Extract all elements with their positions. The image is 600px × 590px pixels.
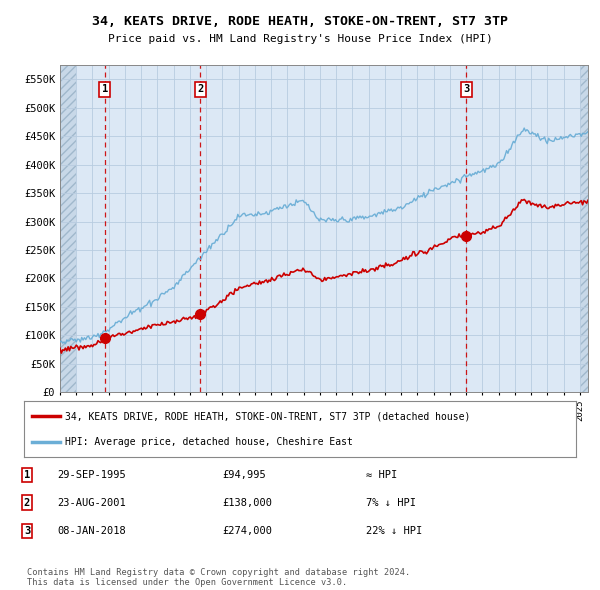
- Text: 2: 2: [24, 498, 30, 507]
- Text: 1: 1: [101, 84, 108, 94]
- Text: £94,995: £94,995: [222, 470, 266, 480]
- Text: 2: 2: [197, 84, 203, 94]
- Text: Price paid vs. HM Land Registry's House Price Index (HPI): Price paid vs. HM Land Registry's House …: [107, 34, 493, 44]
- Bar: [580, 65, 596, 392]
- Text: 29-SEP-1995: 29-SEP-1995: [57, 470, 126, 480]
- Text: 3: 3: [24, 526, 30, 536]
- Text: £138,000: £138,000: [222, 498, 272, 507]
- Text: Contains HM Land Registry data © Crown copyright and database right 2024.
This d: Contains HM Land Registry data © Crown c…: [27, 568, 410, 587]
- Text: ≈ HPI: ≈ HPI: [366, 470, 397, 480]
- Text: 7% ↓ HPI: 7% ↓ HPI: [366, 498, 416, 507]
- Text: 3: 3: [463, 84, 470, 94]
- Text: 23-AUG-2001: 23-AUG-2001: [57, 498, 126, 507]
- Text: £274,000: £274,000: [222, 526, 272, 536]
- Text: HPI: Average price, detached house, Cheshire East: HPI: Average price, detached house, Ches…: [65, 437, 353, 447]
- Text: 34, KEATS DRIVE, RODE HEATH, STOKE-ON-TRENT, ST7 3TP (detached house): 34, KEATS DRIVE, RODE HEATH, STOKE-ON-TR…: [65, 411, 471, 421]
- Text: 34, KEATS DRIVE, RODE HEATH, STOKE-ON-TRENT, ST7 3TP: 34, KEATS DRIVE, RODE HEATH, STOKE-ON-TR…: [92, 15, 508, 28]
- Text: 08-JAN-2018: 08-JAN-2018: [57, 526, 126, 536]
- Text: 1: 1: [24, 470, 30, 480]
- Bar: [60, 65, 76, 392]
- Text: 22% ↓ HPI: 22% ↓ HPI: [366, 526, 422, 536]
